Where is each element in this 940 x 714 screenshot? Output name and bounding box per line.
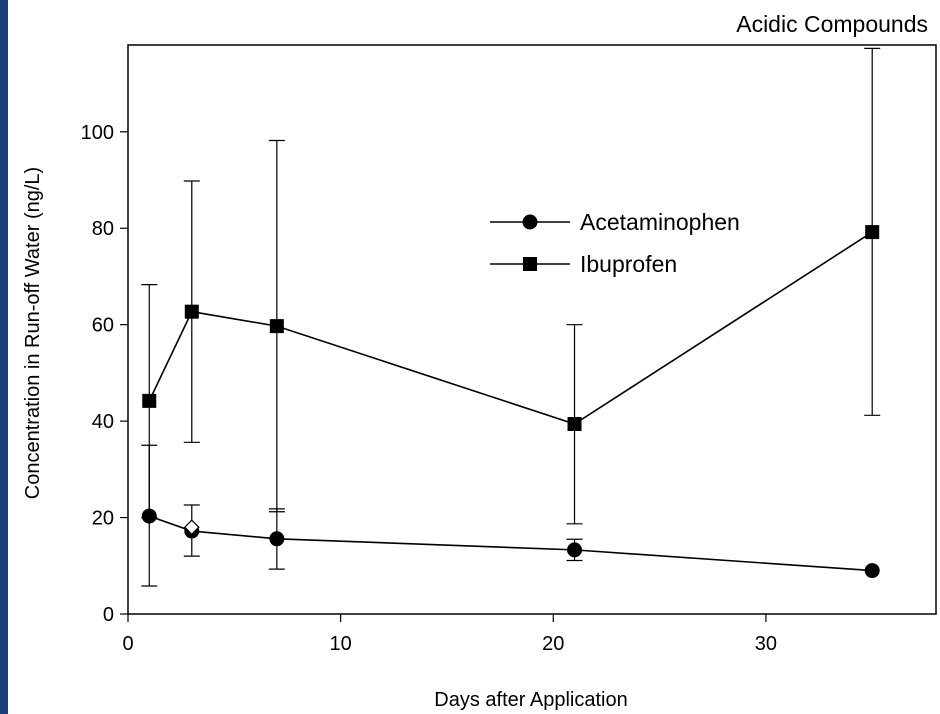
data-point-square [567,417,582,432]
x-tick-label: 0 [122,633,133,655]
y-tick-label: 60 [92,315,114,337]
x-axis-label: Days after Application [434,689,627,711]
series-ibuprofen [141,47,881,525]
y-tick-label: 20 [92,508,114,530]
series-layer [141,47,881,587]
series-line [148,515,873,572]
chart-title: Acidic Compounds [736,11,928,37]
y-tick-label: 80 [92,218,114,240]
data-point-circle [864,563,880,579]
plot-area-frame [127,44,937,615]
legend-marker-circle [522,214,538,230]
x-tick-label: 30 [755,633,777,655]
x-tick-label: 20 [542,633,564,655]
series-line [148,231,873,425]
y-axis-label: Concentration in Run-off Water (ng/L) [22,167,44,499]
y-tick-label: 100 [81,122,114,144]
data-point-square [269,319,284,334]
left-edge-strip [0,0,8,714]
y-tick-label: 40 [92,411,114,433]
data-point-square [865,225,880,240]
legend-label: Ibuprofen [580,251,677,277]
data-point-circle [269,531,285,547]
legend-label: Acetaminophen [580,209,740,235]
series-acetaminophen [141,444,880,587]
data-point-square [184,304,199,319]
annotation-hollow-diamond [183,519,200,536]
legend-marker-square [523,257,537,271]
x-tick-label: 10 [330,633,352,655]
data-point-square [142,393,157,408]
axes-ticks: 0 10 20 30 0 20 40 60 80 100 [81,122,777,655]
legend: Acetaminophen Ibuprofen [490,209,740,277]
data-point-circle [567,542,583,558]
y-tick-label: 0 [103,604,114,626]
